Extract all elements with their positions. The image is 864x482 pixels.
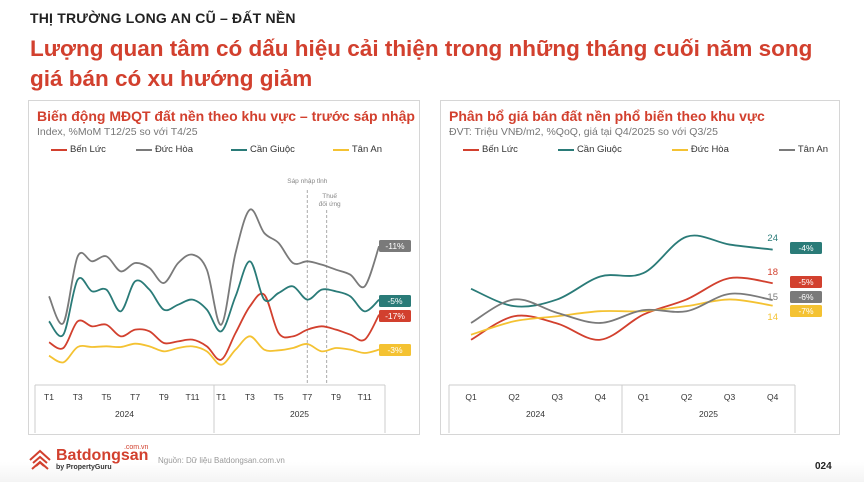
legend-swatch	[557, 148, 574, 151]
legend-swatch	[230, 148, 247, 151]
legend-swatch	[778, 148, 795, 151]
legend-label: Tân An	[351, 144, 382, 155]
legend-label: Đức Hòa	[690, 144, 729, 155]
chart-subtitle: ĐVT: Triệu VNĐ/m2, %QoQ, giá tại Q4/2025…	[449, 126, 718, 138]
legend-label: Cần Giuộc	[576, 144, 622, 155]
chart-title: Biến động MĐQT đất nền theo khu vực – tr…	[37, 108, 415, 124]
legend-label: Tân An	[797, 144, 828, 155]
legend-label: Bến Lức	[70, 144, 106, 155]
chart-panel-price: Phân bổ giá bán đất nền phổ biến theo kh…	[440, 100, 840, 435]
chart-legend: Bến Lức Đức Hòa Cần Giuộc Tân An	[51, 144, 382, 155]
legend-item: Bến Lức	[463, 144, 518, 155]
legend-label: Bến Lức	[482, 144, 518, 155]
legend-swatch	[332, 148, 349, 151]
legend-item: Đức Hòa	[135, 144, 193, 155]
footer-band	[0, 462, 864, 482]
logo-brand: Batdongsan	[56, 447, 149, 464]
logo-by: by PropertyGuru	[56, 464, 112, 471]
legend-swatch	[463, 148, 479, 151]
legend-item: Cần Giuộc	[557, 144, 622, 155]
legend-swatch	[135, 148, 152, 151]
page-number: 024	[815, 461, 832, 472]
house-logo-icon	[29, 449, 51, 470]
legend-label: Cần Giuộc	[249, 144, 295, 155]
slide-headline: Lượng quan tâm có dấu hiệu cải thiện tro…	[30, 36, 813, 91]
chart-title: Phân bổ giá bán đất nền phổ biến theo kh…	[449, 108, 765, 124]
chart-subtitle: Index, %MoM T12/25 so với T4/25	[37, 126, 198, 138]
batdongsan-logo: Batdongsan .com.vn by PropertyGuru	[28, 444, 149, 471]
slide-kicker: THỊ TRƯỜNG LONG AN CŨ – ĐẤT NỀN	[30, 10, 296, 26]
chart-legend: Bến Lức Cần Giuộc Đức Hòa Tân An	[463, 144, 828, 155]
legend-label: Đức Hòa	[154, 144, 193, 155]
legend-swatch	[51, 148, 67, 151]
legend-item: Tân An	[332, 144, 382, 155]
chart-panel-interest: Biến động MĐQT đất nền theo khu vực – tr…	[28, 100, 420, 435]
legend-item: Tân An	[778, 144, 828, 155]
legend-item: Bến Lức	[51, 144, 106, 155]
legend-swatch	[671, 148, 688, 151]
logo-domain: .com.vn	[123, 444, 149, 451]
legend-item: Cần Giuộc	[230, 144, 295, 155]
legend-item: Đức Hòa	[671, 144, 729, 155]
source-note: Nguồn: Dữ liệu Batdongsan.com.vn	[158, 456, 285, 465]
